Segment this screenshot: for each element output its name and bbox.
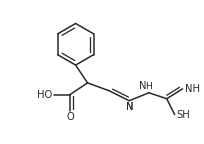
Text: N: N [140, 81, 147, 91]
Text: N: N [126, 102, 134, 112]
Text: O: O [67, 112, 74, 122]
Text: H: H [145, 82, 152, 91]
Text: SH: SH [177, 110, 190, 120]
Text: NH: NH [185, 84, 200, 94]
Text: HO: HO [37, 90, 52, 100]
Text: N: N [126, 102, 134, 112]
